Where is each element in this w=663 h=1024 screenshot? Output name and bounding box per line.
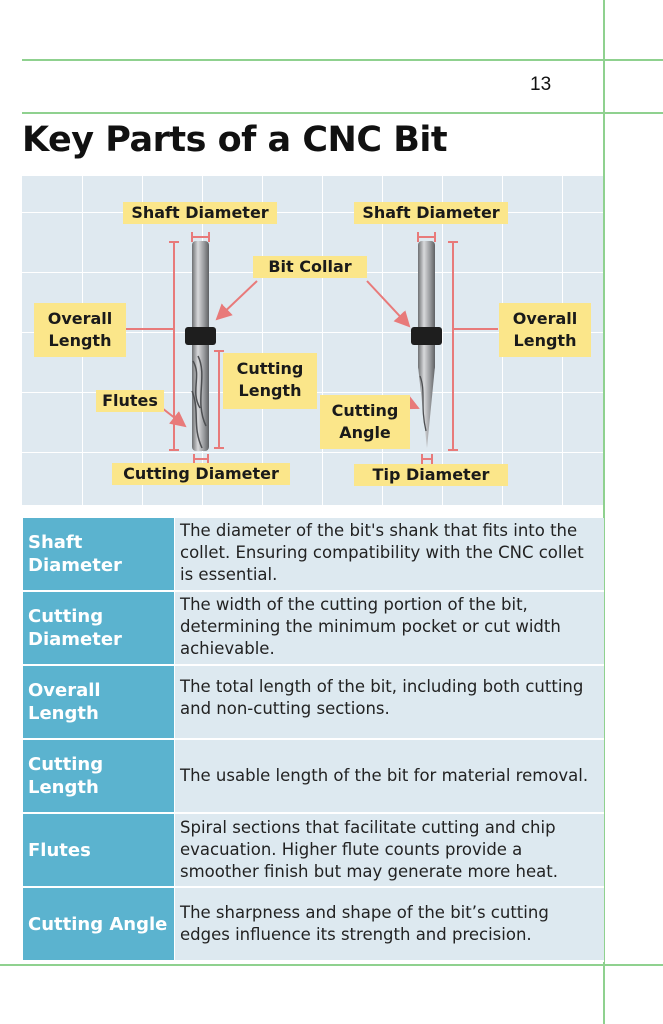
table-row: Cutting Angle The sharpness and shape of… [23, 888, 604, 962]
definition-cell: Spiral sections that facilitate cutting … [174, 814, 604, 886]
definitions-table: Shaft Diameter The diameter of the bit's… [23, 518, 604, 962]
table-row: Shaft Diameter The diameter of the bit's… [23, 518, 604, 592]
term-cell: Shaft Diameter [23, 518, 174, 590]
page-number: 13 [530, 74, 552, 95]
term-cell: Cutting Length [23, 740, 174, 812]
v-bit [411, 241, 442, 448]
label-bit-collar: Bit Collar [253, 256, 367, 278]
definition-cell: The sharpness and shape of the bit’s cut… [174, 888, 604, 960]
definition-cell: The width of the cutting portion of the … [174, 592, 604, 664]
table-row: Cutting Length The usable length of the … [23, 740, 604, 814]
guide-line-header [22, 112, 663, 114]
table-row: Overall Length The total length of the b… [23, 666, 604, 740]
bit-collar-right [411, 327, 442, 345]
term-cell: Overall Length [23, 666, 174, 738]
definition-cell: The total length of the bit, including b… [174, 666, 604, 738]
label-cutting-length: Cutting Length [223, 353, 317, 409]
definition-cell: The usable length of the bit for materia… [174, 740, 604, 812]
table-row: Flutes Spiral sections that facilitate c… [23, 814, 604, 888]
label-shaft-diameter-left: Shaft Diameter [123, 202, 277, 224]
label-overall-length-right: Overall Length [499, 303, 591, 357]
page-title: Key Parts of a CNC Bit [22, 120, 448, 160]
guide-line-top [22, 59, 663, 61]
term-cell: Cutting Diameter [23, 592, 174, 664]
end-mill-bit [185, 241, 216, 451]
label-cutting-diameter: Cutting Diameter [112, 463, 290, 485]
label-overall-length-left: Overall Length [34, 303, 126, 357]
label-shaft-diameter-right: Shaft Diameter [354, 202, 508, 224]
guide-line-right [603, 0, 605, 1024]
table-row: Cutting Diameter The width of the cuttin… [23, 592, 604, 666]
guide-line-bottom [0, 964, 663, 966]
cnc-bit-diagram: Shaft Diameter Shaft Diameter Bit Collar… [22, 176, 603, 505]
term-cell: Flutes [23, 814, 174, 886]
label-tip-diameter: Tip Diameter [354, 464, 508, 486]
definition-cell: The diameter of the bit's shank that fit… [174, 518, 604, 590]
bits-illustration [125, 232, 498, 464]
bit-collar-left [185, 327, 216, 345]
label-cutting-angle: Cutting Angle [320, 395, 410, 449]
term-cell: Cutting Angle [23, 888, 174, 960]
label-flutes: Flutes [96, 390, 164, 412]
